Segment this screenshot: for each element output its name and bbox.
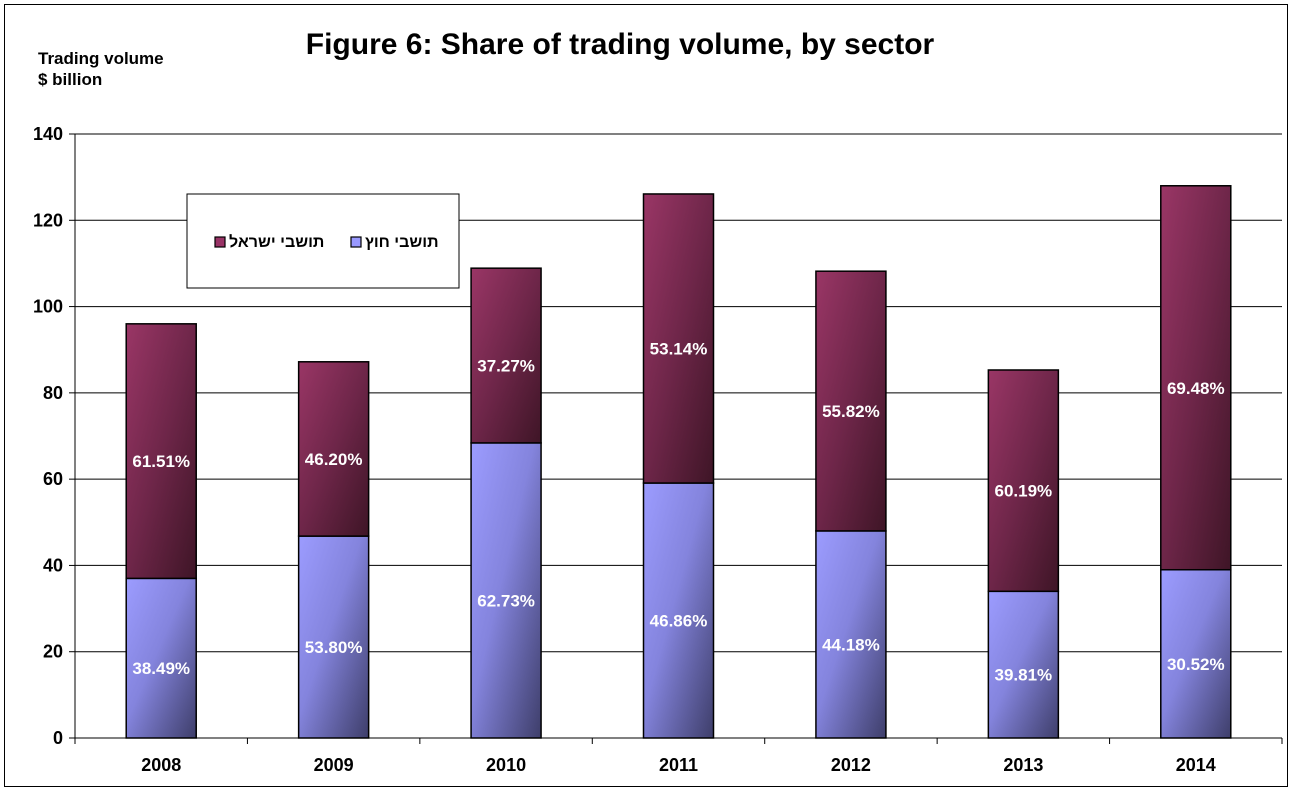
bar-israeli-2012 (815, 270, 887, 532)
chart-title: Figure 6: Share of trading volume, by se… (306, 28, 935, 61)
bar-israeli-2009 (297, 361, 370, 537)
legend-label-foreign-residents: תושבי חוץ (365, 234, 439, 251)
bar-israeli-2010 (470, 267, 542, 444)
bar-foreign-2011 (642, 482, 715, 739)
bar-israeli-2011 (642, 193, 715, 484)
legend: תושבי ישראל תושבי חוץ (186, 193, 460, 289)
bar-foreign-2009 (297, 535, 370, 739)
bar-israeli-2014 (1160, 185, 1232, 571)
y-tick-label: 60 (43, 469, 63, 489)
data-label-foreign-2009: 53.80% (305, 638, 363, 657)
chart-frame (4, 4, 1288, 787)
y-tick-label: 80 (43, 383, 63, 403)
data-label-israeli-2011: 53.14% (650, 339, 708, 358)
y-tick-label: 120 (33, 210, 63, 230)
y-tick-label: 140 (33, 124, 63, 144)
y-tick-label: 20 (43, 642, 63, 662)
y-tick-label: 100 (33, 297, 63, 317)
y-tick-label: 40 (43, 555, 63, 575)
x-tick-label: 2014 (1176, 755, 1216, 775)
bar-foreign-2010 (470, 442, 542, 739)
data-label-israeli-2009: 46.20% (305, 450, 363, 469)
data-label-foreign-2010: 62.73% (477, 591, 535, 610)
x-tick-label: 2008 (141, 755, 181, 775)
data-label-foreign-2013: 39.81% (995, 666, 1053, 685)
x-tick-label: 2009 (314, 755, 354, 775)
y-axis-label-line2: $ billion (38, 70, 102, 89)
x-tick-label: 2013 (1003, 755, 1043, 775)
data-label-foreign-2008: 38.49% (132, 659, 190, 678)
data-label-foreign-2014: 30.52% (1167, 655, 1225, 674)
y-axis-label-line1: Trading volume (38, 49, 164, 68)
data-label-israeli-2008: 61.51% (132, 452, 190, 471)
bar-israeli-2013 (987, 369, 1060, 593)
bar-foreign-2008 (125, 577, 197, 739)
legend-label-israeli-residents: תושבי ישראל (229, 233, 324, 251)
x-tick-label: 2010 (486, 755, 526, 775)
data-label-israeli-2012: 55.82% (822, 402, 880, 421)
y-tick-label: 0 (53, 728, 63, 748)
bar-foreign-2012 (815, 530, 887, 739)
data-label-foreign-2011: 46.86% (650, 612, 708, 631)
x-tick-label: 2011 (659, 755, 698, 775)
data-label-israeli-2014: 69.48% (1167, 379, 1225, 398)
data-label-israeli-2010: 37.27% (477, 357, 535, 376)
legend-swatch-foreign-residents (350, 236, 362, 248)
bar-foreign-2013 (987, 590, 1060, 739)
data-label-foreign-2012: 44.18% (822, 635, 880, 654)
legend-swatch-israeli-residents (214, 236, 226, 248)
data-label-israeli-2013: 60.19% (995, 482, 1053, 501)
bar-foreign-2014 (1160, 568, 1232, 739)
bar-israeli-2008 (125, 323, 197, 580)
x-tick-label: 2012 (831, 755, 871, 775)
